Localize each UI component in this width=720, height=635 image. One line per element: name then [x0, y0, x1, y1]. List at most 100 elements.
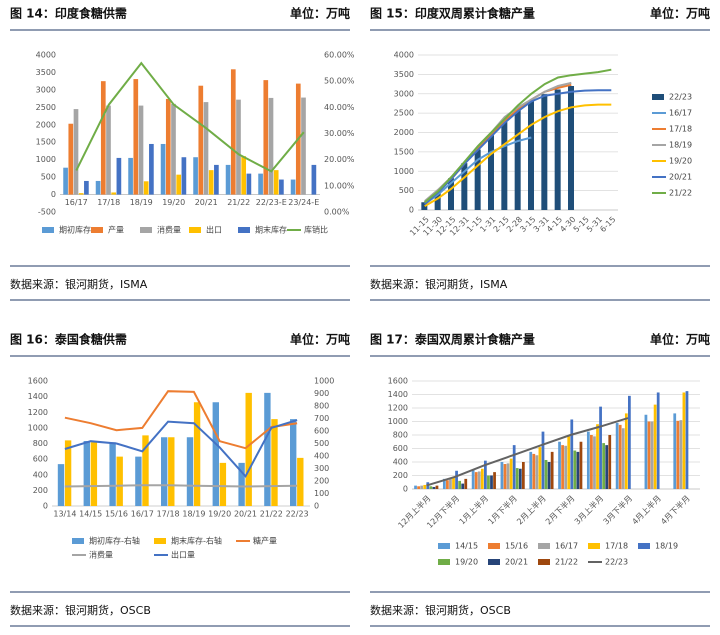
bar: [429, 486, 433, 489]
x-tick-label: 14/15: [79, 510, 102, 519]
x-tick-label: 2月上半月: [514, 493, 547, 526]
line-series: [64, 390, 298, 450]
y-tick-label: 1200: [388, 404, 408, 413]
y-tick-label: 800: [33, 439, 48, 448]
line-series: [424, 136, 532, 206]
legend-label: 出口: [206, 225, 222, 235]
legend-swatch: [488, 559, 500, 565]
bar: [64, 440, 72, 506]
y-tick-label: 400: [33, 470, 48, 479]
y-tick-label: 2500: [394, 109, 414, 118]
bar: [586, 431, 590, 489]
bar: [165, 98, 171, 195]
bar: [106, 105, 111, 195]
bar: [621, 428, 625, 489]
y-tick-label: 3000: [394, 89, 414, 98]
bar: [160, 143, 166, 195]
bar: [212, 402, 219, 506]
bar: [417, 486, 420, 489]
legend-label: 17/18: [605, 542, 628, 551]
legend-label: 22/23: [669, 93, 692, 102]
bar: [518, 468, 522, 489]
bar: [111, 192, 117, 195]
bar: [161, 437, 168, 506]
bar: [84, 180, 89, 195]
bar: [474, 149, 481, 210]
bar: [608, 435, 612, 489]
legend-swatch: [588, 543, 600, 549]
y-tick-label: 4000: [36, 51, 56, 60]
bar: [301, 97, 306, 195]
bar: [628, 395, 631, 489]
bar: [474, 472, 478, 489]
y-tick-label: 600: [393, 444, 408, 453]
bar: [421, 202, 428, 210]
source-note: 数据来源：银河期货，ISMA: [370, 277, 508, 291]
y-tick-label: 3500: [394, 70, 414, 79]
chart-title: 图 16：泰国食糖供需: [10, 332, 127, 347]
unit-label: 单位：万吨: [650, 332, 710, 347]
source-note: 数据来源：银河期货，OSCB: [370, 603, 511, 617]
legend-label: 消费量: [89, 550, 113, 560]
bar: [514, 110, 521, 210]
legend-label: 14/15: [455, 542, 478, 551]
bar: [615, 422, 619, 489]
legend-label: 17/18: [669, 125, 692, 134]
y-tick-label: 1000: [36, 155, 56, 164]
bar: [455, 470, 458, 489]
bar: [676, 420, 680, 489]
x-tick-label: 19/20: [208, 510, 231, 519]
y2-tick-label: 60.00%: [324, 51, 355, 60]
bar: [573, 450, 577, 489]
y-tick-label: 500: [41, 173, 56, 182]
x-tick-label: 17/18: [97, 198, 120, 207]
y2-tick-label: 20.00%: [324, 155, 355, 164]
bar: [90, 442, 98, 506]
bar: [263, 80, 269, 195]
bar: [471, 470, 475, 489]
y-tick-label: 0: [51, 190, 56, 199]
legend-label: 18/19: [669, 141, 692, 150]
bar: [564, 445, 568, 489]
bar: [297, 457, 304, 506]
legend-swatch: [538, 559, 550, 565]
bar: [414, 485, 417, 489]
bar: [602, 443, 606, 489]
legend-swatch: [72, 538, 84, 544]
bar: [558, 441, 561, 489]
bar: [461, 483, 465, 489]
line-series: [424, 103, 612, 207]
y2-tick-label: 1000: [314, 377, 334, 386]
bar: [186, 437, 194, 506]
bar: [432, 486, 436, 489]
bar: [679, 420, 683, 489]
bar: [532, 453, 536, 489]
bar: [512, 445, 516, 489]
y2-tick-label: 0.00%: [324, 208, 350, 217]
legend-label: 15/16: [505, 542, 528, 551]
x-tick-label: 21/22: [260, 510, 283, 519]
source-note: 数据来源：银河期货，OSCB: [10, 603, 151, 617]
bar: [271, 419, 278, 506]
y2-tick-label: 30.00%: [324, 129, 355, 138]
bar: [647, 421, 651, 489]
bar: [311, 164, 317, 195]
legend-label: 20/21: [505, 558, 528, 567]
bar: [83, 441, 90, 506]
bar: [509, 458, 513, 489]
bar: [238, 462, 245, 506]
bar: [241, 156, 247, 195]
legend-label: 21/22: [669, 189, 692, 198]
chart-title: 图 14：印度食糖供需: [10, 6, 127, 21]
line-series: [75, 61, 305, 173]
y2-tick-label: 400: [314, 452, 329, 461]
legend-label: 19/20: [455, 558, 478, 567]
legend-label: 18/19: [655, 542, 678, 551]
bar: [193, 402, 201, 506]
line-series: [424, 68, 612, 204]
legend-label: 出口量: [171, 550, 195, 560]
bar: [452, 477, 455, 489]
